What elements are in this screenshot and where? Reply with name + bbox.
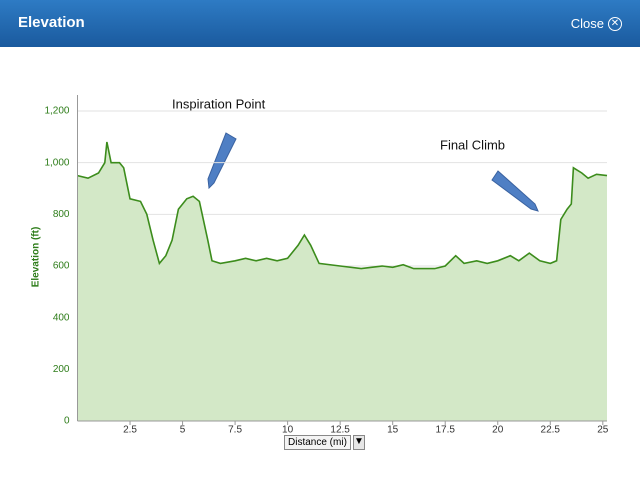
area	[77, 142, 607, 421]
x-tick-label: 5	[180, 425, 186, 436]
y-tick-label: 600	[53, 261, 70, 272]
x-tick-label: 22.5	[541, 425, 561, 436]
close-icon[interactable]: ✕	[608, 16, 622, 31]
x-tick-label: 17.5	[435, 425, 455, 436]
x-axis-select[interactable]: Distance (mi) ▼	[284, 435, 365, 450]
x-tick-label: 10	[282, 425, 294, 436]
y-tick-label: 200	[53, 364, 70, 375]
y-tick-label: 0	[64, 416, 70, 427]
y-tick-label: 1,200	[44, 106, 69, 117]
header: Elevation Close ✕	[0, 0, 640, 47]
dropdown-arrow[interactable]: ▼	[352, 435, 365, 450]
y-tick-label: 1,000	[44, 157, 69, 168]
close-label[interactable]: Close	[570, 16, 604, 31]
close-button[interactable]: Close ✕	[571, 16, 622, 31]
x-tick-label: 7.5	[228, 425, 242, 436]
arrow	[491, 170, 539, 212]
y-tick-label: 800	[53, 209, 70, 220]
y-tick-label: 400	[53, 312, 70, 323]
arrow	[207, 132, 237, 190]
x-tick-label: 12.5	[330, 425, 350, 436]
x-tick-label: 2.5	[123, 425, 137, 436]
y-axis-label: Elevation (ft)	[31, 227, 42, 288]
dialog-title: Elevation	[18, 14, 85, 31]
x-tick-label: 20	[492, 425, 504, 436]
x-tick-label: 25	[597, 425, 609, 436]
x-tick-label: 15	[387, 425, 399, 436]
annotation: Final Climb	[440, 137, 505, 152]
line	[77, 141, 608, 270]
x-axis-label[interactable]: Distance (mi)	[284, 435, 351, 450]
chart: Inspiration Point Final Climb Elevation …	[31, 95, 609, 436]
annotation: Inspiration Point	[172, 96, 266, 111]
